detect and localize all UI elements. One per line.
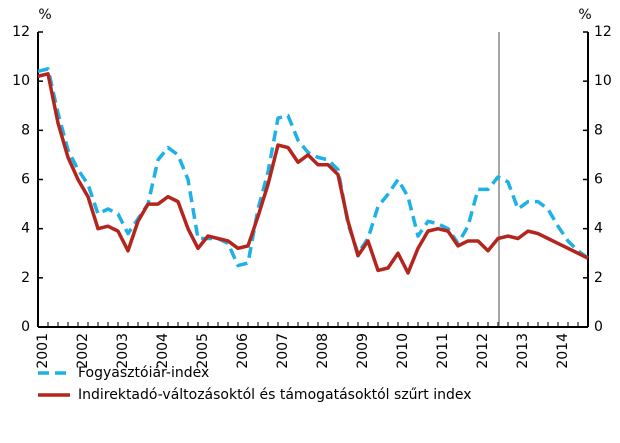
y-unit: % <box>38 7 51 23</box>
y2-tick-label: 4 <box>594 221 603 237</box>
y2-tick-label: 0 <box>594 319 603 335</box>
y-tick-label: 0 <box>21 319 30 335</box>
x-tick-label: 2006 <box>235 333 251 369</box>
y2-tick-label: 12 <box>594 24 612 40</box>
x-tick-label: 2008 <box>315 333 331 369</box>
y-tick-label: 2 <box>21 270 30 286</box>
y2-tick-label: 6 <box>594 172 603 188</box>
x-tick-label: 2011 <box>435 333 451 369</box>
y-tick-label: 6 <box>21 172 30 188</box>
y-tick-label: 12 <box>12 24 30 40</box>
x-tick-label: 2012 <box>475 333 491 369</box>
x-tick-label: 2005 <box>195 333 211 369</box>
y2-tick-label: 8 <box>594 122 603 138</box>
legend-label: Fogyasztóiár-index <box>78 365 209 381</box>
x-tick-label: 2003 <box>115 333 131 369</box>
x-tick-label: 2001 <box>35 333 51 369</box>
x-tick-label: 2002 <box>75 333 91 369</box>
y2-unit: % <box>578 7 591 23</box>
x-tick-label: 2007 <box>275 333 291 369</box>
y2-tick-label: 10 <box>594 73 612 89</box>
y2-tick-label: 2 <box>594 270 603 286</box>
y-tick-label: 10 <box>12 73 30 89</box>
series-line <box>37 72 589 275</box>
legend-label: Indirektadó-változásoktól és támogatások… <box>78 387 472 403</box>
x-tick-label: 2013 <box>515 333 531 369</box>
x-tick-label: 2004 <box>155 333 171 369</box>
y-tick-label: 8 <box>21 122 30 138</box>
x-tick-label: 2010 <box>395 333 411 369</box>
y-tick-label: 4 <box>21 221 30 237</box>
x-tick-label: 2014 <box>555 333 571 369</box>
x-tick-label: 2009 <box>355 333 371 369</box>
series-line <box>37 67 590 268</box>
